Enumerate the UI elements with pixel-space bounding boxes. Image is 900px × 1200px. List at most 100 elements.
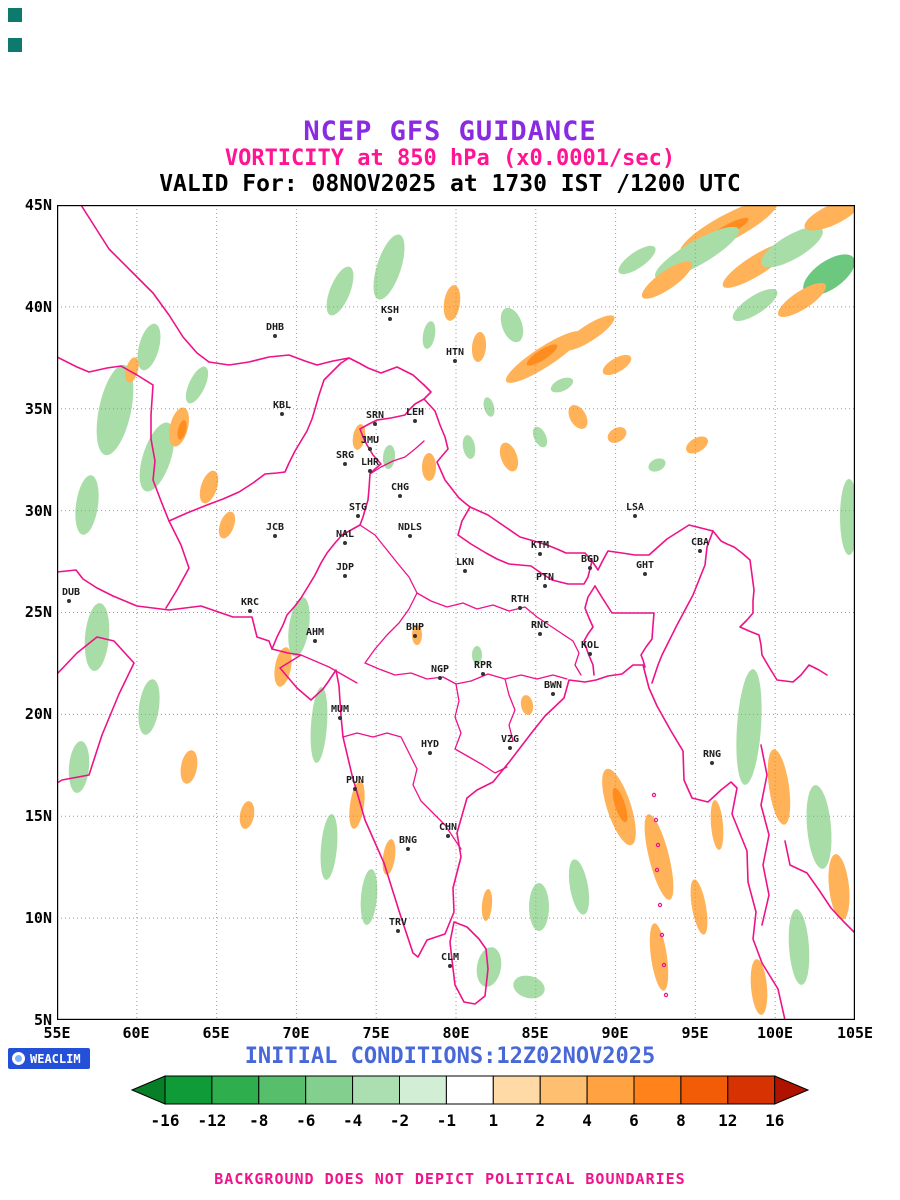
sri-lanka-coastline <box>449 921 489 1005</box>
station-marker: KSH <box>381 305 399 321</box>
station-label: JDP <box>336 562 354 573</box>
station-label: RNC <box>531 620 549 631</box>
andaman-islands <box>651 792 669 998</box>
station-label: NAL <box>336 529 354 540</box>
chart-subtitle: VORTICITY at 850 hPa (x0.0001/sec) <box>224 146 676 171</box>
station-marker: CHG <box>391 482 409 498</box>
bangladesh-east-border <box>594 585 655 668</box>
station-label: VZG <box>501 734 519 745</box>
station-label: STG <box>349 502 367 513</box>
station-label: MUM <box>331 704 349 715</box>
corner-marker <box>8 38 22 52</box>
durand-line <box>168 357 350 522</box>
station-label: DUB <box>62 587 80 598</box>
latlon-grid <box>57 205 855 1020</box>
station-marker: KOL <box>581 640 599 656</box>
x-tick-label: 100E <box>756 1024 794 1042</box>
x-tick-label: 80E <box>442 1024 470 1042</box>
station-label: TRV <box>389 917 407 928</box>
station-marker: JCB <box>266 522 284 538</box>
map-frame <box>57 205 855 1020</box>
colorbar-tick: 8 <box>676 1111 686 1130</box>
station-label: NGP <box>431 664 449 675</box>
station-label: HYD <box>421 739 439 750</box>
y-tick-label: 40N <box>24 298 52 316</box>
x-tick-label: 60E <box>122 1024 150 1042</box>
y-tick-label: 45N <box>24 196 52 214</box>
colorbar-tick: 12 <box>718 1111 737 1130</box>
nepal-south-border <box>457 506 593 585</box>
station-marker: HTN <box>446 347 464 363</box>
station-marker: LHR <box>361 457 380 473</box>
vorticity-shading <box>68 205 855 1015</box>
station-marker: BHP <box>406 622 424 638</box>
station-label: CHN <box>439 822 457 833</box>
colorbar-tick: -2 <box>390 1111 409 1130</box>
station-label: KOL <box>581 640 599 651</box>
station-label: PUN <box>346 775 364 786</box>
station-marker: CHN <box>439 822 457 838</box>
y-tick-label: 10N <box>24 909 52 927</box>
station-marker: JDP <box>336 562 354 578</box>
station-marker: NAL <box>336 529 354 545</box>
station-label: BGD <box>581 554 599 565</box>
india-myanmar-border <box>651 530 714 684</box>
station-marker: NDLS <box>398 522 422 538</box>
x-tick-label: 90E <box>601 1024 629 1042</box>
station-labels: KSH DHB HTN KBL SRN LEH JMU SRG LHR CHG … <box>62 305 721 968</box>
colorbar-tick: -8 <box>249 1111 268 1130</box>
himalaya-border-arc <box>423 398 828 683</box>
station-label: KTM <box>531 540 549 551</box>
initial-conditions-line: INITIAL CONDITIONS:12Z02NOV2025 <box>244 1044 656 1069</box>
station-label: KBL <box>273 400 291 411</box>
colorbar-tick: 1 <box>488 1111 498 1130</box>
station-label: RPR <box>474 660 493 671</box>
station-label: LKN <box>456 557 474 568</box>
station-marker: PTN <box>536 572 554 588</box>
station-marker: LSA <box>626 502 644 518</box>
station-label: KSH <box>381 305 399 316</box>
x-tick-label: 95E <box>681 1024 709 1042</box>
station-label: PTN <box>536 572 554 583</box>
y-tick-label: 20N <box>24 705 52 723</box>
station-marker: SRG <box>336 450 354 466</box>
station-label: CLM <box>441 952 459 963</box>
oman-coastline <box>57 636 135 784</box>
x-tick-label: 55E <box>43 1024 71 1042</box>
station-marker: STG <box>349 502 367 518</box>
station-marker: KBL <box>273 400 291 416</box>
x-tick-label: 65E <box>202 1024 230 1042</box>
central-asia-border <box>80 205 210 363</box>
weaclim-logo: WEACLIM <box>8 1048 90 1069</box>
station-label: BNG <box>399 835 417 846</box>
x-tick-label: 70E <box>282 1024 310 1042</box>
x-tick-label: 105E <box>836 1024 874 1042</box>
station-label: SRN <box>366 410 384 421</box>
station-marker: TRV <box>389 917 407 933</box>
india-pakistan-border <box>271 384 432 650</box>
station-marker: MUM <box>331 704 349 720</box>
myanmar-thailand-border <box>760 744 770 926</box>
colorbar-tick: 16 <box>765 1111 784 1130</box>
station-label: HTN <box>446 347 464 358</box>
station-label: CBA <box>691 537 709 548</box>
india-state-boundaries <box>300 440 582 850</box>
weaclim-label: WEACLIM <box>30 1051 81 1066</box>
station-marker: RNG <box>703 749 721 765</box>
colorbar-tick: 4 <box>582 1111 592 1130</box>
gulf-of-thailand-coast <box>784 840 855 934</box>
vorticity-colorbar: -16 -12 -8 -6 -4 -2 -1 1 2 4 6 8 12 16 <box>130 1075 810 1130</box>
y-tick-label: 15N <box>24 807 52 825</box>
station-marker: RTH <box>511 594 529 610</box>
station-marker: DUB <box>62 587 80 603</box>
station-label: LEH <box>406 407 424 418</box>
vorticity-map: KSH DHB HTN KBL SRN LEH JMU SRG LHR CHG … <box>57 205 855 1020</box>
iran-borders <box>57 356 190 609</box>
coastlines-and-borders <box>57 205 855 1020</box>
colorbar-tick: -12 <box>197 1111 226 1130</box>
station-label: DHB <box>266 322 284 333</box>
y-tick-label: 30N <box>24 502 52 520</box>
station-label: BHP <box>406 622 424 633</box>
station-marker: DHB <box>266 322 284 338</box>
station-marker: GHT <box>636 560 654 576</box>
